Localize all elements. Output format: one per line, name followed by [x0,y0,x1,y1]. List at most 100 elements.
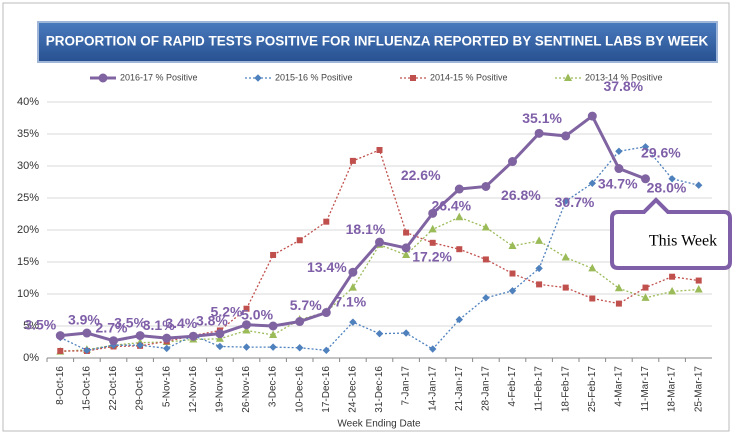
point [695,277,702,284]
data-label: 3.5% [24,316,56,332]
point [534,128,544,138]
y-tick-label: 40% [17,96,39,108]
x-tick-label: 24-Dec-16 [348,366,359,413]
point [641,143,650,151]
x-tick-label: 17-Dec-16 [321,366,332,413]
point [109,336,118,346]
data-label: 3.1% [143,317,175,333]
data-label: 2.7% [96,319,128,335]
point [349,318,357,326]
point [83,346,91,355]
x-tick-label: 25-Mar-17 [693,366,704,413]
x-tick-label: 10-Dec-16 [294,366,305,413]
y-tick-label: 10% [17,288,39,300]
point [428,208,438,218]
x-tick-label: 11-Mar-17 [640,366,651,412]
legend-label: 2013-14 % Positive [585,72,663,82]
data-label: 3.5% [114,314,146,330]
point [642,284,649,291]
point [455,315,464,324]
data-label: 7.1% [334,293,366,309]
point [375,329,384,338]
point [614,164,624,174]
y-tick-label: 20% [17,224,39,236]
data-label: 3.4% [165,315,197,331]
y-tick-label: 25% [17,192,39,204]
point [188,331,198,341]
data-label: 17.2% [412,249,452,265]
point [535,264,543,273]
chart-title: PROPORTION OF RAPID TESTS POSITIVE FOR I… [46,34,709,49]
point [322,346,331,355]
x-tick-label: 28-Jan-17 [481,366,492,411]
point [270,251,277,258]
point [295,344,304,352]
y-tick-label: 15% [17,256,39,268]
point [162,344,171,353]
point [561,252,570,261]
point [694,284,703,293]
legend-label: 2014-15 % Positive [430,72,508,82]
data-label: 37.8% [603,78,643,94]
point [429,239,436,246]
point [323,218,330,225]
x-tick-label: 25-Feb-17 [587,366,598,413]
point [402,329,410,337]
point [588,263,597,272]
point [562,284,569,291]
point [589,295,596,302]
data-label: 5.7% [290,297,322,313]
point [375,237,384,247]
data-label: 22.6% [401,167,441,183]
point [428,345,437,353]
title-banner [37,21,718,63]
y-tick-label: 0% [23,352,39,364]
x-tick-label: 12-Nov-16 [188,366,199,413]
point [428,224,437,233]
point [587,111,597,121]
point [135,331,145,341]
point [216,342,224,351]
point [321,308,331,318]
callout-box [610,197,732,270]
point [535,236,544,244]
point [561,197,570,205]
point [614,283,623,292]
point [348,283,357,291]
point [268,321,278,331]
x-tick-label: 21-Jan-17 [454,366,465,411]
point [454,184,464,194]
point [641,293,650,301]
point [215,334,224,342]
point [348,267,358,277]
point [455,212,464,221]
point [403,229,410,236]
point [668,175,676,183]
point [456,246,463,253]
point [509,270,516,277]
legend-label: 2016-17 % Positive [120,72,198,82]
point [481,181,491,191]
data-label: 26.8% [501,187,541,203]
point [508,241,517,249]
point [402,250,411,258]
data-label: 3.9% [68,312,100,328]
x-tick-label: 3-Dec-16 [268,366,279,408]
point [57,347,64,354]
x-tick-label: 7-Jan-17 [401,366,412,406]
point [641,174,650,184]
x-axis-label: Week Ending Date [337,419,421,430]
data-label: 29.6% [641,144,681,160]
x-tick-label: 19-Nov-16 [215,366,226,413]
point [215,329,225,339]
y-tick-label: 35% [17,128,39,140]
point [536,281,543,288]
point [136,341,144,349]
x-tick-label: 22-Oct-16 [108,366,119,411]
annotation: This Week [649,233,717,250]
point [668,286,677,295]
data-label: 13.4% [307,259,347,275]
legend-label: 2015-16 % Positive [275,72,353,82]
x-tick-label: 18-Feb-17 [560,366,571,413]
